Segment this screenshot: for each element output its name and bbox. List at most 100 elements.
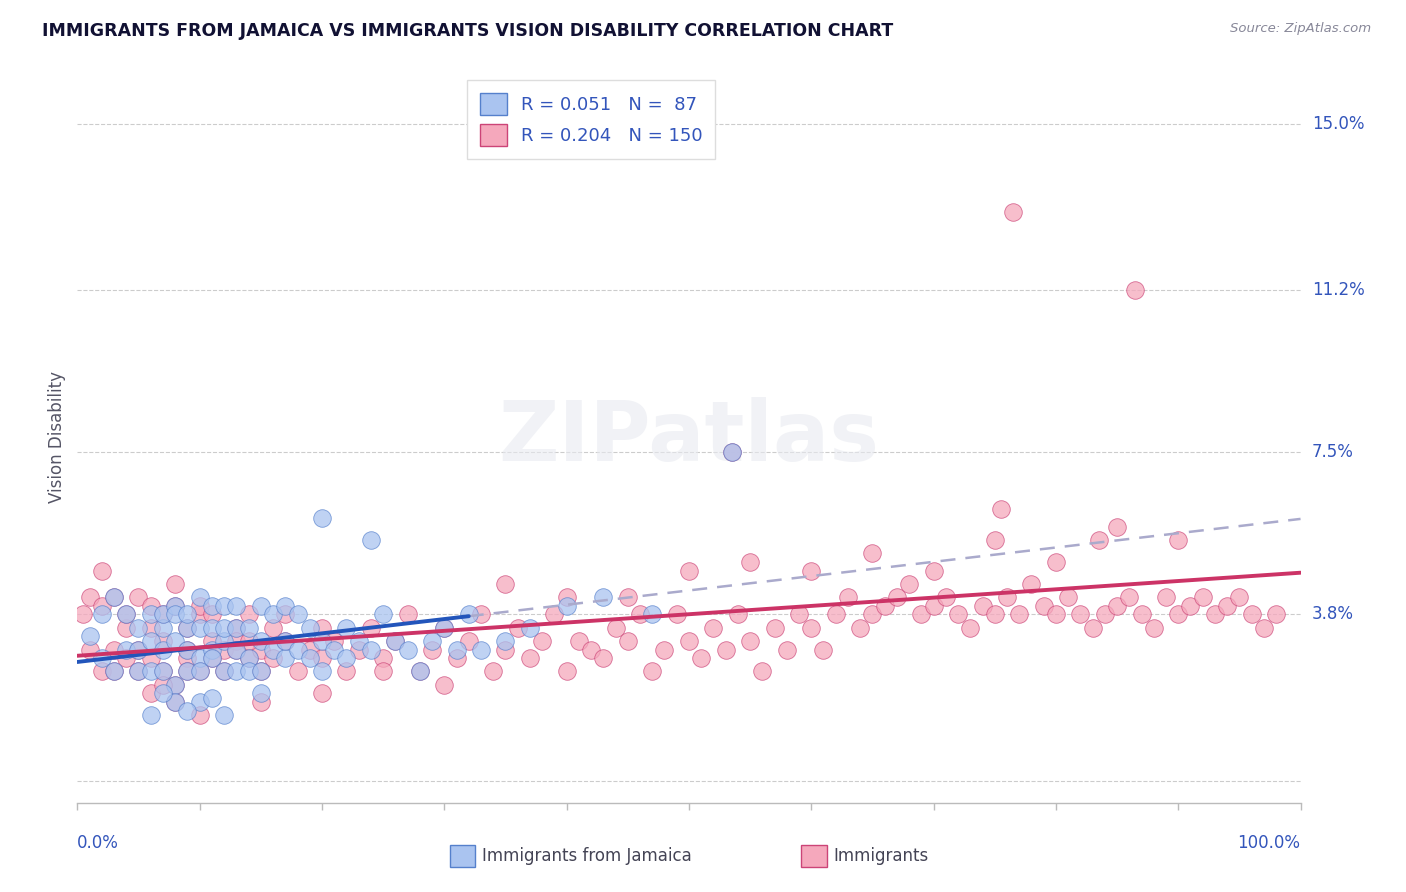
- Point: [555, 665, 578, 679]
- Point: [201, 633, 224, 648]
- Point: [1008, 607, 1031, 622]
- Point: [225, 633, 247, 648]
- Point: [212, 708, 235, 723]
- Point: [127, 642, 149, 657]
- Point: [188, 708, 211, 723]
- Point: [1107, 599, 1129, 613]
- Point: [1180, 599, 1202, 613]
- Point: [360, 642, 382, 657]
- Point: [787, 607, 810, 622]
- Point: [127, 665, 149, 679]
- Point: [1167, 607, 1189, 622]
- Point: [1032, 599, 1054, 613]
- Point: [990, 502, 1012, 516]
- Point: [103, 665, 125, 679]
- Point: [212, 642, 235, 657]
- Point: [176, 651, 198, 665]
- Point: [262, 621, 284, 635]
- Point: [873, 599, 896, 613]
- Point: [457, 607, 479, 622]
- Point: [1216, 599, 1239, 613]
- Point: [1167, 533, 1189, 547]
- Point: [287, 665, 309, 679]
- Text: Source: ZipAtlas.com: Source: ZipAtlas.com: [1230, 22, 1371, 36]
- Point: [262, 651, 284, 665]
- Text: IMMIGRANTS FROM JAMAICA VS IMMIGRANTS VISION DISABILITY CORRELATION CHART: IMMIGRANTS FROM JAMAICA VS IMMIGRANTS VI…: [42, 22, 893, 40]
- Point: [470, 642, 492, 657]
- Point: [274, 651, 297, 665]
- Point: [984, 607, 1007, 622]
- Point: [225, 642, 247, 657]
- Point: [238, 607, 260, 622]
- Point: [886, 590, 908, 604]
- Point: [972, 599, 994, 613]
- Point: [188, 607, 211, 622]
- Point: [311, 686, 333, 700]
- Point: [79, 629, 101, 643]
- Point: [250, 665, 273, 679]
- Point: [139, 665, 162, 679]
- Point: [763, 621, 786, 635]
- Point: [433, 621, 456, 635]
- Point: [579, 642, 602, 657]
- Text: Immigrants from Jamaica: Immigrants from Jamaica: [482, 847, 692, 865]
- Point: [212, 665, 235, 679]
- Point: [201, 642, 224, 657]
- Point: [384, 633, 406, 648]
- Point: [1130, 607, 1153, 622]
- Point: [555, 599, 578, 613]
- Point: [212, 621, 235, 635]
- Point: [165, 677, 187, 691]
- Point: [720, 445, 742, 459]
- Point: [446, 642, 468, 657]
- Point: [188, 695, 211, 709]
- Point: [740, 555, 762, 569]
- Point: [298, 651, 321, 665]
- Point: [250, 599, 273, 613]
- Text: Immigrants: Immigrants: [834, 847, 929, 865]
- Point: [592, 651, 614, 665]
- Point: [176, 621, 198, 635]
- Point: [409, 665, 432, 679]
- Point: [274, 633, 297, 648]
- Point: [995, 590, 1018, 604]
- Point: [531, 633, 554, 648]
- Point: [311, 665, 333, 679]
- Point: [165, 633, 187, 648]
- Point: [628, 607, 651, 622]
- Point: [201, 599, 224, 613]
- Point: [201, 690, 224, 705]
- Point: [360, 621, 382, 635]
- Point: [139, 633, 162, 648]
- Point: [1081, 621, 1104, 635]
- Point: [238, 633, 260, 648]
- Point: [1154, 590, 1177, 604]
- Point: [127, 665, 149, 679]
- Point: [115, 607, 138, 622]
- Point: [103, 590, 125, 604]
- Point: [813, 642, 835, 657]
- Point: [127, 590, 149, 604]
- Point: [690, 651, 713, 665]
- Point: [446, 651, 468, 665]
- Point: [238, 651, 260, 665]
- Point: [165, 695, 187, 709]
- Point: [165, 599, 187, 613]
- Point: [274, 599, 297, 613]
- Point: [641, 665, 664, 679]
- Point: [592, 590, 614, 604]
- Point: [568, 633, 591, 648]
- Point: [1125, 284, 1147, 298]
- Point: [714, 642, 737, 657]
- Point: [935, 590, 957, 604]
- Point: [90, 564, 112, 578]
- Point: [103, 642, 125, 657]
- Point: [225, 642, 247, 657]
- Point: [311, 511, 333, 525]
- Text: 100.0%: 100.0%: [1237, 834, 1301, 852]
- Point: [1021, 576, 1043, 591]
- Point: [1107, 520, 1129, 534]
- Point: [212, 599, 235, 613]
- Point: [298, 621, 321, 635]
- Point: [152, 665, 174, 679]
